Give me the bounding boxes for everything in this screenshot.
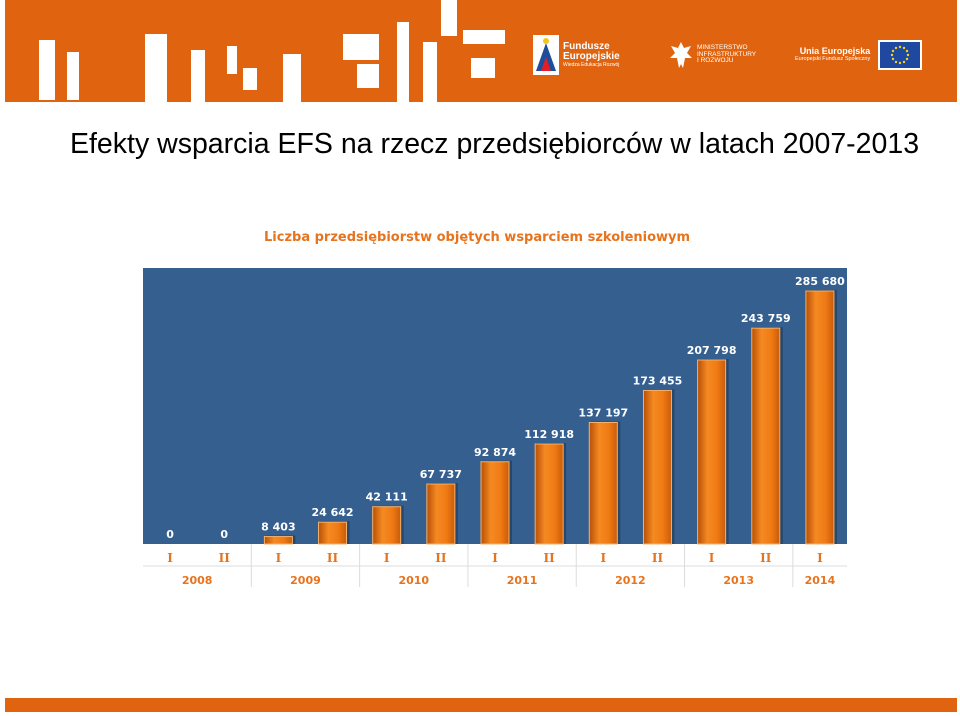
category-label: II <box>652 551 664 565</box>
banner-decoration <box>343 34 379 60</box>
fe-line3: Wiedza Edukacja Rozwój <box>563 61 620 68</box>
bar <box>372 506 402 545</box>
footer-bar <box>5 698 957 712</box>
value-label: 243 759 <box>741 312 791 325</box>
bar <box>805 290 835 545</box>
ministerstwo-logo: MINISTERSTWO INFRASTRUKTURY I ROZWOJU <box>669 30 756 80</box>
bar <box>697 359 727 545</box>
value-label: 0 <box>166 528 174 541</box>
slide-title: Efekty wsparcia EFS na rzecz przedsiębio… <box>70 128 920 160</box>
value-label: 8 403 <box>261 521 295 534</box>
fe-line1: Fundusze <box>563 40 610 52</box>
banner-decoration <box>471 58 495 78</box>
bar <box>263 536 293 545</box>
category-label: II <box>544 551 556 565</box>
value-label: 67 737 <box>420 468 462 481</box>
category-label: I <box>167 551 173 565</box>
polish-eagle-icon <box>670 42 692 68</box>
bars-group <box>263 290 837 545</box>
year-label: 2011 <box>507 574 538 587</box>
value-label: 42 111 <box>366 491 408 504</box>
year-label: 2012 <box>615 574 646 587</box>
value-label: 173 455 <box>633 374 683 387</box>
ue-line1: Unia Europejska <box>799 46 871 57</box>
value-label: 285 680 <box>795 275 845 288</box>
bar <box>534 443 564 545</box>
value-label: 207 798 <box>687 344 737 357</box>
ue-line2: Europejski Fundusz Społeczny <box>795 55 871 62</box>
banner-decoration <box>423 42 437 102</box>
header-banner: Fundusze Europejskie Wiedza Edukacja Roz… <box>5 0 957 102</box>
value-labels-group: 0 0 8 403 24 642 42 111 67 737 92 874 112 918 13… <box>166 275 845 541</box>
value-label: 0 <box>220 528 228 541</box>
year-label: 2009 <box>290 574 321 587</box>
bar <box>426 483 456 545</box>
bar <box>480 461 510 545</box>
bar <box>642 389 672 545</box>
category-label: I <box>600 551 606 565</box>
bar <box>318 521 348 545</box>
category-label: I <box>276 551 282 565</box>
min-line1: MINISTERSTWO <box>697 43 748 51</box>
bar <box>751 327 781 545</box>
fundusze-europejskie-emblem-icon <box>533 35 559 75</box>
year-label: 2013 <box>723 574 754 587</box>
value-label: 137 197 <box>578 406 628 419</box>
banner-decoration <box>441 0 457 36</box>
fe-line2: Europejskie <box>563 51 620 63</box>
banner-decoration <box>39 40 55 100</box>
banner-decoration <box>227 46 237 74</box>
category-label: II <box>327 551 339 565</box>
banner-decoration <box>397 22 409 102</box>
unia-europejska-logo: Unia Europejska Europejski Fundusz Społe… <box>795 30 923 80</box>
banner-decoration <box>463 30 505 44</box>
category-label: I <box>709 551 715 565</box>
bar <box>588 421 618 545</box>
year-label: 2008 <box>182 574 213 587</box>
value-label: 24 642 <box>311 506 353 519</box>
category-label: I <box>384 551 390 565</box>
value-label: 112 918 <box>524 428 574 441</box>
value-label: 92 874 <box>474 446 516 459</box>
category-label: I <box>492 551 498 565</box>
category-label: II <box>219 551 231 565</box>
year-label: 2014 <box>805 574 836 587</box>
banner-decoration <box>145 34 167 102</box>
banner-decoration <box>67 52 79 100</box>
fundusze-europejskie-logo: Fundusze Europejskie Wiedza Edukacja Roz… <box>533 30 620 80</box>
category-label: II <box>760 551 772 565</box>
banner-decoration <box>357 64 379 88</box>
chart-title: Liczba przedsiębiorstw objętych wsparcie… <box>264 230 691 245</box>
banner-decoration <box>191 50 205 102</box>
banner-decoration <box>243 68 257 90</box>
year-label: 2010 <box>398 574 429 587</box>
banner-decoration <box>283 54 301 102</box>
category-label: I <box>817 551 823 565</box>
min-line3: I ROZWOJU <box>697 57 734 65</box>
logo-strip: Fundusze Europejskie Wiedza Edukacja Roz… <box>533 30 953 80</box>
min-line2: INFRASTRUKTURY <box>697 50 757 58</box>
category-label: II <box>435 551 447 565</box>
eu-flag-icon <box>878 40 923 70</box>
